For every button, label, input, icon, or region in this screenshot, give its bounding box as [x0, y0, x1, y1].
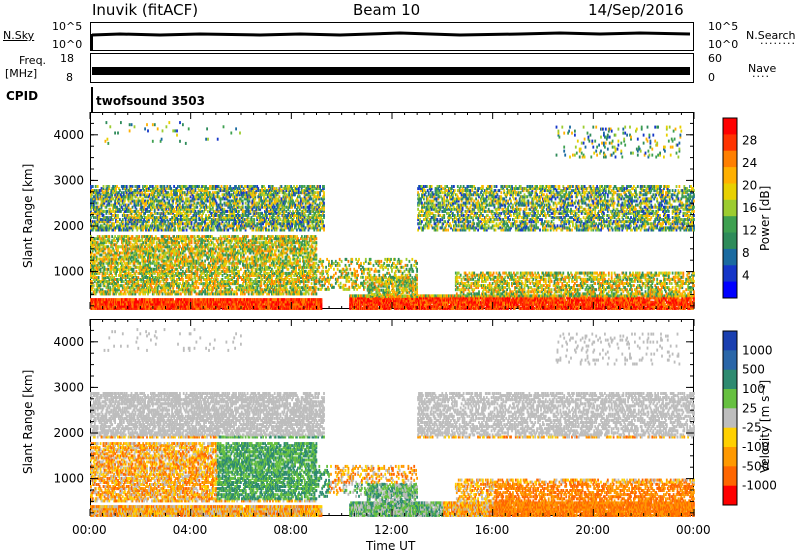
freq-band — [92, 67, 690, 75]
velocity-colorbar-swatch-5 — [723, 427, 737, 448]
velocity-colorbar-tick-2: 100 — [742, 382, 765, 396]
velocity-colorbar-tick-1: 500 — [742, 363, 765, 377]
cpid-value: twofsound 3503 — [96, 95, 205, 107]
xtick-label-3: 12:00 — [374, 524, 409, 536]
nsky-trace — [91, 31, 691, 37]
nsearch-tick-top: 10^5 — [708, 21, 738, 32]
nave-tick-top: 60 — [708, 53, 722, 64]
velocity-colorbar-tick-7: -1000 — [742, 479, 777, 493]
xtick-label-6: 00:00 — [676, 524, 711, 536]
velocity-ytick-2: 3000 — [53, 380, 84, 394]
nsky-panel — [90, 22, 694, 51]
velocity-colorbar-swatch-0 — [723, 331, 737, 351]
power-colorbar-tick-5: 8 — [742, 246, 750, 260]
nsearch-underline: ········ — [760, 38, 796, 49]
cpid-label: CPID — [6, 90, 38, 102]
xtick-label-5: 20:00 — [575, 524, 610, 536]
velocity-colorbar-tick-0: 1000 — [742, 343, 773, 357]
date-title: 14/Sep/2016 — [588, 3, 684, 18]
power-ytick-3: 4000 — [53, 128, 84, 142]
xtick-label-2: 08:00 — [273, 524, 308, 536]
nsky-label: N.Sky — [3, 30, 34, 41]
power-colorbar-tick-0: 28 — [742, 134, 757, 148]
freq-panel — [90, 53, 694, 83]
power-colorbar-swatch-1 — [723, 134, 737, 152]
velocity-colorbar-label: Velocity [m s⁻¹] — [758, 380, 772, 473]
xtick-label-4: 16:00 — [475, 524, 510, 536]
velocity-colorbar-swatch-6 — [723, 447, 737, 467]
velocity-colorbar-tick-5: -100 — [742, 440, 769, 454]
power-colorbar-tick-1: 24 — [742, 156, 757, 170]
power-colorbar-swatch-0 — [723, 118, 737, 135]
power-colorbar-swatch-8 — [723, 248, 737, 266]
xtick-label-0: 00:00 — [72, 524, 107, 536]
beam-title: Beam 10 — [353, 3, 420, 18]
nave-label: Nave — [748, 63, 776, 74]
power-colorbar-swatch-2 — [723, 150, 737, 168]
velocity-colorbar-swatch-2 — [723, 369, 737, 390]
velocity-colorbar-swatch-3 — [723, 389, 737, 409]
nsearch-tick-bottom: 10^0 — [708, 39, 738, 50]
velocity-colorbar-swatch-4 — [723, 408, 737, 429]
nave-tick-bottom: 0 — [708, 72, 715, 83]
power-colorbar-tick-3: 16 — [742, 201, 757, 215]
velocity-colorbar-swatch-7 — [723, 466, 737, 487]
power-colorbar-swatch-7 — [723, 232, 737, 250]
velocity-ytick-3: 4000 — [53, 335, 84, 349]
freq-label-line1: Freq. — [19, 55, 46, 66]
power-ytick-1: 2000 — [53, 219, 84, 233]
time-axis-label: Time UT — [366, 540, 415, 552]
nsky-tick-bottom: 10^0 — [52, 39, 82, 50]
power-colorbar-swatch-3 — [723, 167, 737, 184]
freq-tick-bottom: 8 — [66, 72, 73, 83]
velocity-colorbar-tick-4: -25 — [742, 421, 762, 435]
power-colorbar-tick-6: 4 — [742, 269, 750, 283]
power-colorbar-swatch-6 — [723, 216, 737, 234]
power-colorbar-tick-4: 12 — [742, 224, 757, 238]
power-ytick-2: 3000 — [53, 173, 84, 187]
velocity-colorbar-tick-3: 25 — [742, 401, 757, 415]
power-colorbar-swatch-4 — [723, 183, 737, 201]
freq-tick-top: 18 — [60, 53, 74, 64]
nsky-tick-top: 10^5 — [52, 21, 82, 32]
power-ytick-0: 1000 — [53, 265, 84, 279]
power-colorbar-swatch-5 — [723, 199, 737, 217]
station-title: Inuvik (fitACF) — [92, 3, 198, 18]
freq-label-line2: [MHz] — [5, 68, 37, 79]
nsearch-label: N.Search — [746, 30, 796, 41]
velocity-colorbar-tick-6: -500 — [742, 459, 769, 473]
xtick-label-1: 04:00 — [173, 524, 208, 536]
power-colorbar-tick-2: 20 — [742, 179, 757, 193]
power-colorbar-swatch-9 — [723, 265, 737, 283]
velocity-colorbar-swatch-1 — [723, 350, 737, 371]
velocity-ytick-1: 2000 — [53, 426, 84, 440]
velocity-ytick-0: 1000 — [53, 472, 84, 486]
velocity-colorbar-swatch-8 — [723, 485, 737, 506]
power-colorbar-swatch-10 — [723, 281, 737, 299]
nave-underline: ···· — [752, 71, 770, 82]
